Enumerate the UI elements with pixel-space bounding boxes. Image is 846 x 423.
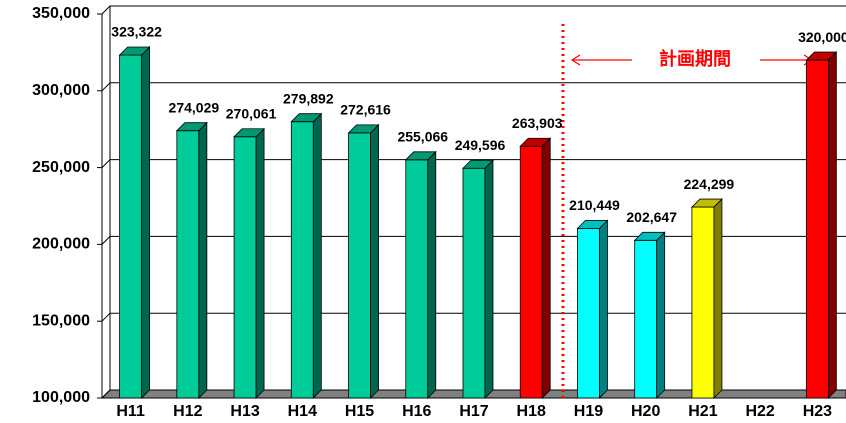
value-label: 270,061 xyxy=(226,105,277,121)
bar-side xyxy=(656,231,666,399)
grid-line xyxy=(101,5,846,15)
bar-top xyxy=(690,198,723,208)
bar-side xyxy=(541,137,551,399)
bar xyxy=(519,145,543,399)
bar-side xyxy=(599,219,608,399)
grid-line xyxy=(101,82,846,92)
x-tick-label: H15 xyxy=(345,403,374,420)
bar-top xyxy=(576,219,609,229)
x-tick-label: H11 xyxy=(116,403,145,420)
x-tick-label: H13 xyxy=(230,403,259,420)
bar-side xyxy=(312,112,322,399)
value-label: 272,616 xyxy=(340,102,391,118)
bar xyxy=(405,159,429,399)
bar xyxy=(805,59,829,399)
x-tick-label: H20 xyxy=(631,403,660,420)
x-tick-label: H22 xyxy=(745,403,774,420)
value-label: 210,449 xyxy=(569,197,620,213)
x-tick-label: H12 xyxy=(173,403,202,420)
x-tick-label: H21 xyxy=(688,403,717,420)
x-tick-label: H17 xyxy=(459,403,488,420)
y-tick-label: 100,000 xyxy=(32,389,90,406)
bar-top xyxy=(347,124,380,134)
bar xyxy=(119,54,143,399)
bar xyxy=(176,130,200,399)
bar xyxy=(634,239,658,399)
bar-top xyxy=(519,137,552,147)
bar xyxy=(348,132,371,399)
value-label: 224,299 xyxy=(684,176,735,192)
bar-top xyxy=(290,113,323,123)
y-tick-label: 300,000 xyxy=(32,82,90,99)
value-label: 274,029 xyxy=(169,99,220,115)
bar-top xyxy=(633,231,666,241)
x-tick-label: H23 xyxy=(803,403,832,420)
bar-side xyxy=(484,159,494,399)
value-label: 320,000 xyxy=(798,29,846,45)
bar xyxy=(577,227,600,399)
bar-side xyxy=(427,150,437,399)
value-label: 202,647 xyxy=(626,209,677,225)
value-label: 263,903 xyxy=(512,115,563,131)
y-tick-label: 200,000 xyxy=(32,236,90,253)
value-label: 249,596 xyxy=(455,137,506,153)
bar-top xyxy=(462,159,494,169)
bar xyxy=(462,167,486,399)
y-tick-label: 250,000 xyxy=(32,159,90,176)
bar-top xyxy=(175,122,208,132)
bar-side xyxy=(370,123,379,399)
value-label: 279,892 xyxy=(283,90,334,106)
x-tick-label: H18 xyxy=(517,403,546,420)
bar-side xyxy=(827,51,837,399)
y-tick-label: 150,000 xyxy=(32,312,90,329)
value-label: 323,322 xyxy=(111,24,162,40)
bar-side xyxy=(713,198,723,399)
grid-line xyxy=(101,159,846,168)
y-tick-label: 350,000 xyxy=(32,5,90,22)
x-tick-label: H16 xyxy=(402,403,431,420)
x-tick-label: H14 xyxy=(288,403,317,420)
bar-top xyxy=(233,128,266,138)
bar xyxy=(233,136,257,399)
bar xyxy=(290,121,314,399)
bar-top xyxy=(404,151,437,161)
x-tick-label: H19 xyxy=(574,403,603,420)
bar-side xyxy=(141,46,151,399)
bar-top xyxy=(118,46,151,56)
bar-side xyxy=(255,127,265,399)
bar xyxy=(691,206,715,399)
bar-top xyxy=(805,51,838,61)
value-label: 255,066 xyxy=(397,129,448,145)
annotation: 計画期間 xyxy=(659,48,731,69)
bar-side xyxy=(198,121,208,399)
